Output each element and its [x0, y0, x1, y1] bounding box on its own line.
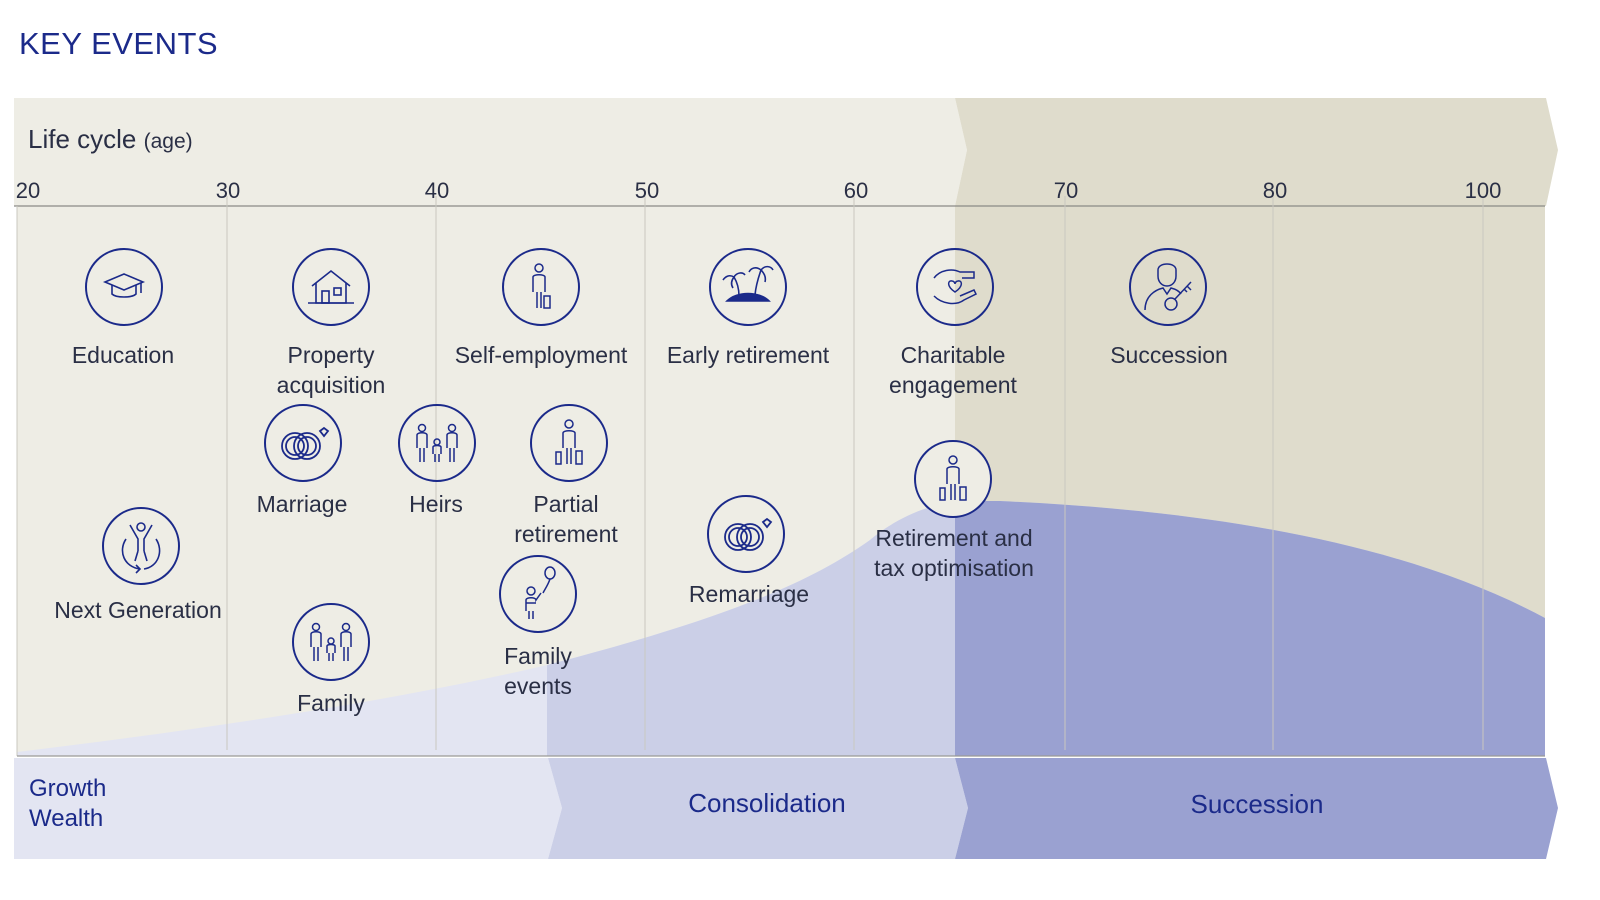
- event-heirs: Heirs: [409, 491, 463, 517]
- person-luggage-icon-2: [914, 440, 992, 518]
- graduation-cap-icon: [85, 248, 163, 326]
- age-tick-70: 70: [1053, 178, 1079, 203]
- event-charitable-engagement: Charitable engagement: [889, 342, 1017, 398]
- wealth-curve-consolidation: [547, 502, 955, 756]
- age-tick-40: 40: [424, 178, 450, 203]
- wealth-curve-succession: [955, 501, 1545, 756]
- balloon-child-icon: [499, 555, 577, 633]
- lifecycle-banner-left: [14, 98, 967, 206]
- rings-icon: [264, 404, 342, 482]
- event-partial-retirement: Partial retirement: [514, 491, 618, 547]
- person-key-icon: [1129, 248, 1207, 326]
- phase-growth-bg: [14, 758, 562, 859]
- event-succession: Succession: [1110, 342, 1228, 368]
- phase-succession-bg: [955, 758, 1558, 859]
- person-icon: [502, 248, 580, 326]
- age-tick-30: 30: [215, 178, 241, 203]
- hand-heart-icon: [916, 248, 994, 326]
- age-tick-80: 80: [1262, 178, 1288, 203]
- phase-consolidation-bg: [548, 758, 968, 859]
- event-self-employment: Self-employment: [454, 342, 628, 368]
- age-tick-100: 100: [1464, 178, 1502, 203]
- event-family: Family: [297, 690, 365, 716]
- cycle-person-icon: [102, 507, 180, 585]
- event-next-generation: Next Generation: [54, 597, 222, 623]
- age-tick-50: 50: [634, 178, 660, 203]
- event-education: Education: [71, 342, 175, 368]
- phase-consolidation: Consolidation: [688, 788, 846, 818]
- event-remarriage: Remarriage: [688, 581, 810, 607]
- house-icon: [292, 248, 370, 326]
- lifecycle-banner-right: [955, 98, 1558, 206]
- family-icon-2: [292, 603, 370, 681]
- event-property-acquisition: Property acquisition: [276, 342, 386, 398]
- phase-succession: Succession: [1190, 789, 1324, 819]
- person-luggage-icon: [530, 404, 608, 482]
- palm-island-icon: [709, 248, 787, 326]
- event-retirement-tax-optimisation: Retirement and tax optimisation: [874, 525, 1034, 581]
- phase-growth-wealth: Growth Wealth: [29, 775, 107, 832]
- age-tick-60: 60: [843, 178, 869, 203]
- page-title: KEY EVENTS: [19, 26, 219, 61]
- gridlines: [16, 196, 1484, 756]
- rings-icon-2: [707, 495, 785, 573]
- event-marriage: Marriage: [256, 491, 348, 517]
- lifecycle-label: Life cycle (age): [28, 124, 193, 154]
- family-icon: [398, 404, 476, 482]
- event-family-events: Family events: [504, 643, 572, 699]
- age-tick-20: 20: [15, 178, 41, 203]
- event-early-retirement: Early retirement: [666, 342, 830, 368]
